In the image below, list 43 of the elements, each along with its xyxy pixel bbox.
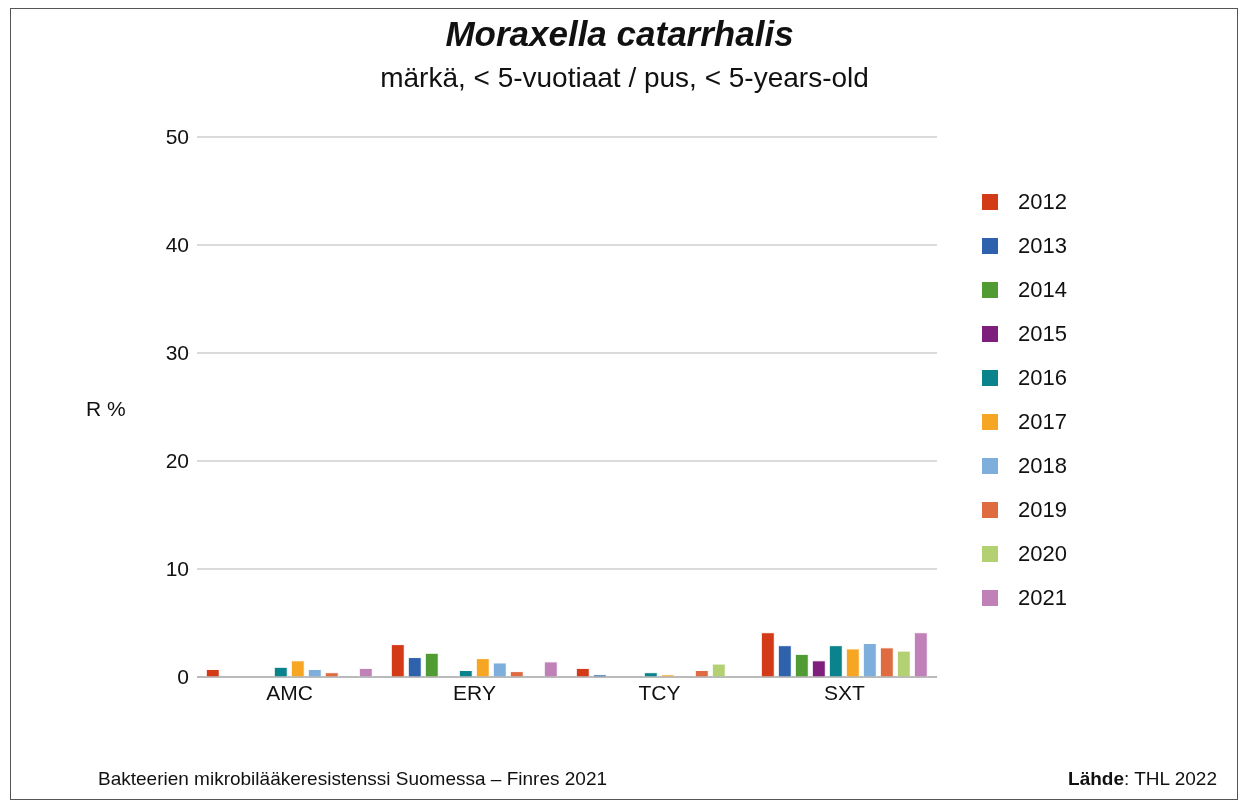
bar (475, 658, 490, 677)
bar (543, 661, 558, 677)
y-tick-label: 20 (165, 449, 189, 473)
legend-label: 2014 (1018, 277, 1067, 303)
bar (492, 662, 507, 677)
bar (760, 632, 775, 677)
y-tick-label: 40 (165, 233, 189, 257)
legend-label: 2020 (1018, 541, 1067, 567)
x-tick-label: ERY (453, 680, 496, 704)
legend-label: 2015 (1018, 321, 1067, 347)
bar (845, 648, 860, 677)
bar (794, 653, 809, 677)
bar (913, 632, 928, 677)
bar (896, 650, 911, 677)
x-tick-label: AMC (266, 680, 313, 704)
bar (879, 647, 894, 677)
x-tick-label: TCY (638, 680, 681, 704)
legend-label: 2012 (1018, 189, 1067, 215)
y-axis-title: R % (86, 397, 126, 421)
bar (811, 660, 826, 677)
y-tick-label: 0 (177, 665, 189, 689)
x-tick-label: SXT (824, 680, 866, 704)
y-tick-label: 10 (165, 557, 189, 581)
text: Lähde: THL 2022 (1068, 768, 1217, 790)
bar (862, 643, 877, 677)
chart-title: Moraxella catarrhalis (444, 14, 795, 54)
bar (828, 645, 843, 677)
legend-label: 2016 (1018, 365, 1067, 391)
legend-label: 2021 (1018, 585, 1067, 611)
y-tick-label: 30 (165, 341, 189, 365)
legend-label: 2018 (1018, 453, 1067, 479)
bar (290, 660, 305, 677)
chart-subtitle: märkä, < 5-vuotiaat / pus, < 5-years-old (379, 62, 870, 94)
bar (711, 663, 726, 677)
bar (390, 644, 405, 677)
text: Bakteerien mikrobilääkeresistenssi Suomessa – Finres 2021 (98, 768, 608, 790)
legend-label: 2013 (1018, 233, 1067, 259)
legend-label: 2017 (1018, 409, 1067, 435)
bar (424, 652, 439, 677)
y-tick-label: 50 (165, 125, 189, 149)
bar (777, 645, 792, 677)
bar (407, 657, 422, 677)
legend-label: 2019 (1018, 497, 1067, 523)
